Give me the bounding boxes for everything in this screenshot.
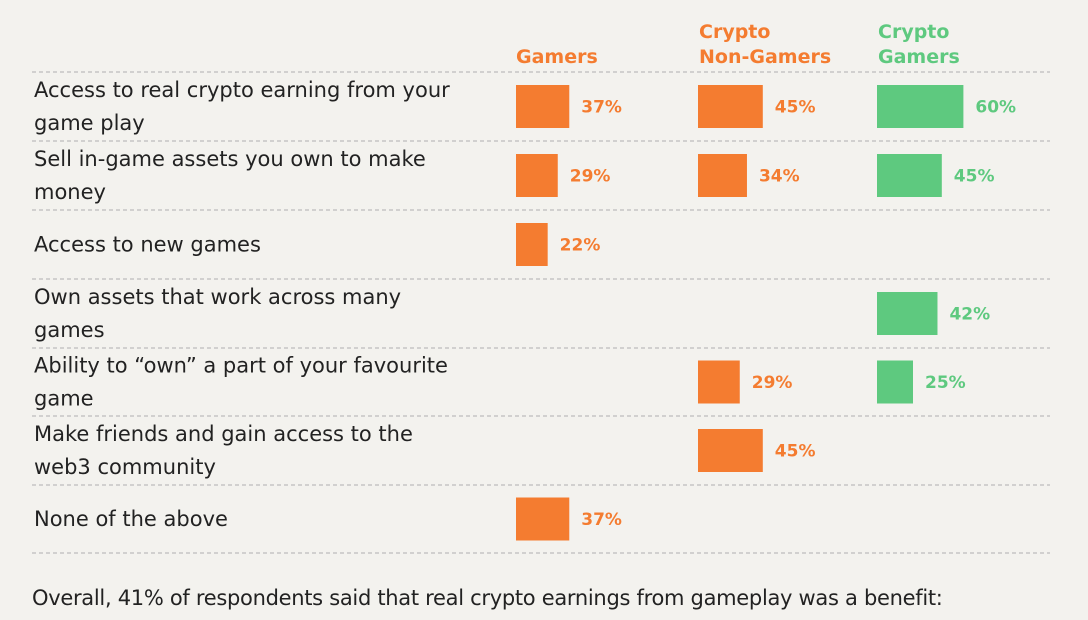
- data-label: 37%: [581, 98, 622, 118]
- data-label: 45%: [954, 167, 995, 187]
- data-label: 29%: [752, 373, 793, 393]
- column-header-1: Non-Gamers: [699, 46, 831, 68]
- row-label: game play: [34, 111, 145, 135]
- row-label: Sell in-game assets you own to make: [34, 147, 426, 171]
- column-header-1: Crypto: [699, 21, 770, 43]
- row-label: Access to new games: [34, 233, 261, 257]
- bar: [516, 154, 558, 197]
- column-header-2: Gamers: [878, 46, 960, 68]
- data-label: 22%: [560, 236, 601, 256]
- column-header-2: Crypto: [878, 21, 949, 43]
- data-label: 29%: [570, 167, 611, 187]
- row-label: game: [34, 387, 94, 411]
- bar: [698, 429, 763, 472]
- bar: [698, 85, 763, 128]
- data-label: 25%: [925, 373, 966, 393]
- bar: [877, 360, 913, 404]
- row-label: Ability to “own” a part of your favourit…: [34, 354, 448, 378]
- bar: [698, 154, 747, 197]
- bar: [516, 223, 548, 266]
- row-label: web3 community: [34, 455, 216, 479]
- bar: [516, 85, 570, 128]
- row-label: Access to real crypto earning from your: [34, 78, 450, 102]
- column-header-0: Gamers: [516, 46, 598, 68]
- row-label: Make friends and gain access to the: [34, 422, 413, 446]
- data-label: 42%: [949, 305, 990, 325]
- bar: [516, 497, 570, 541]
- row-label: games: [34, 318, 105, 342]
- data-label: 60%: [975, 98, 1016, 118]
- data-label: 37%: [581, 510, 622, 530]
- data-label: 45%: [775, 442, 816, 462]
- row-label: money: [34, 180, 106, 204]
- row-label: None of the above: [34, 507, 228, 531]
- data-label: 34%: [759, 167, 800, 187]
- row-label: Own assets that work across many: [34, 285, 401, 309]
- footer-summary: Overall, 41% of respondents said that re…: [32, 586, 943, 610]
- bar: [698, 360, 740, 404]
- bar: [877, 85, 964, 128]
- bar: [877, 154, 942, 197]
- data-label: 45%: [775, 98, 816, 118]
- bar: [877, 292, 938, 335]
